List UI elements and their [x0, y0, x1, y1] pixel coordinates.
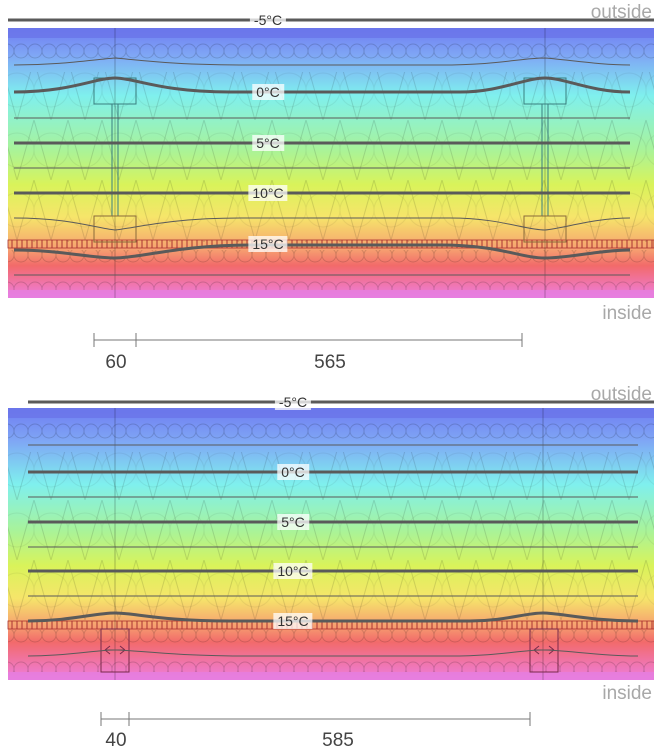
- thermal-panel-top: outside inside -5°C 0°C 5°C 10°C 15°C 60…: [0, 0, 654, 375]
- isotherm-label: 0°C: [252, 84, 284, 100]
- wool-pattern-main: [8, 452, 654, 620]
- inside-finish-layer: [8, 290, 654, 298]
- thermal-field-top: [7, 18, 654, 347]
- wool-pattern-top: [8, 38, 654, 72]
- inner-insulation-pattern: [8, 630, 654, 672]
- i-joist-right: [523, 77, 567, 243]
- isotherm-label: 15°C: [273, 613, 313, 629]
- isotherm-minor-5: [27, 649, 639, 657]
- dimension-value: 60: [105, 352, 127, 373]
- isotherm-minor-1: [13, 57, 631, 66]
- isotherm-label: 10°C: [273, 563, 313, 579]
- isotherm-0: [13, 76, 631, 94]
- dimension-value: 40: [105, 730, 127, 751]
- outer-layer: [8, 408, 654, 418]
- wool-pattern-top: [8, 418, 654, 452]
- inside-finish-layer: [8, 672, 654, 680]
- isotherm-label: 10°C: [248, 185, 288, 201]
- isotherm-15: [27, 611, 639, 623]
- dimension-line-bottom: [100, 712, 531, 726]
- isotherm-label: 15°C: [248, 236, 288, 252]
- dimension-line-top: [93, 333, 523, 347]
- outside-label: outside: [590, 384, 652, 405]
- isotherm-label: -5°C: [249, 12, 287, 28]
- thermal-panel-bottom: outside inside -5°C 0°C 5°C 10°C 15°C 40…: [0, 380, 654, 753]
- outside-label: outside: [590, 2, 652, 23]
- thermal-field-bottom: [7, 400, 654, 726]
- isotherm-label: -5°C: [274, 394, 312, 410]
- outer-layer: [8, 28, 654, 38]
- isotherm-label: 0°C: [277, 464, 309, 480]
- isotherm-minor-4: [13, 217, 631, 231]
- dimension-value: 585: [322, 730, 354, 751]
- inside-label: inside: [602, 683, 652, 704]
- dimension-value: 565: [314, 352, 346, 373]
- isotherm-label: 5°C: [252, 135, 284, 151]
- inside-label: inside: [602, 303, 652, 324]
- wool-pattern-main: [8, 72, 654, 242]
- isotherm-label: 5°C: [277, 514, 309, 530]
